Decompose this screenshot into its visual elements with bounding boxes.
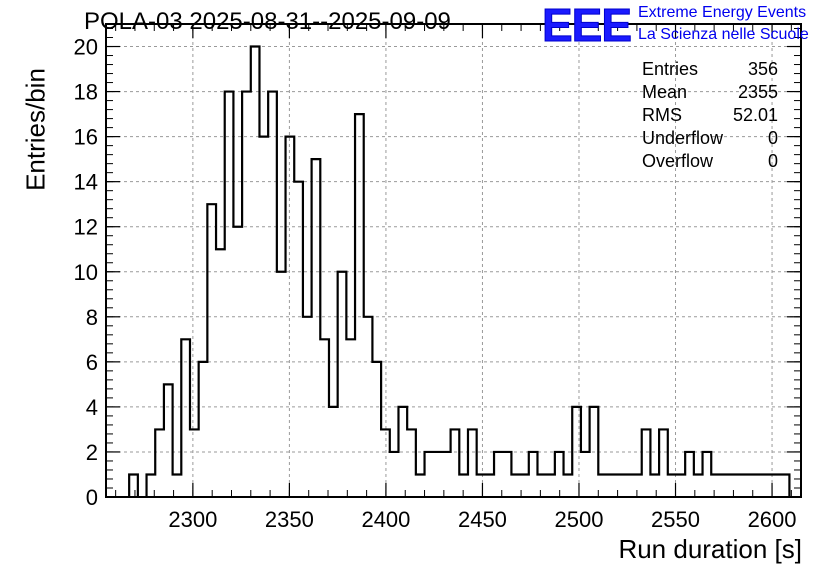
stat-value: 0 xyxy=(767,151,778,171)
y-axis-label: Entries/bin xyxy=(20,68,51,191)
stat-entries: Entries 356 xyxy=(642,58,778,81)
y-tick-label: 0 xyxy=(86,485,98,510)
stat-value: 0 xyxy=(767,128,778,148)
eee-logo: EEE xyxy=(541,0,632,51)
x-tick-label: 2300 xyxy=(168,507,217,532)
stat-value: 356 xyxy=(747,59,778,79)
stat-label: Overflow xyxy=(642,151,714,171)
x-tick-label: 2350 xyxy=(265,507,314,532)
logo-text-line2: La Scienza nelle Scuole xyxy=(638,26,809,43)
y-tick-label: 20 xyxy=(74,35,98,60)
stat-label: RMS xyxy=(642,105,682,125)
histogram-outline xyxy=(128,45,791,497)
stat-label: Underflow xyxy=(642,128,724,148)
stat-value: 52.01 xyxy=(732,105,778,125)
tick-labels: 0 2 4 6 8 10 12 14 16 18 20 2300 2350 2400 2450 2500 255… xyxy=(74,35,797,532)
stat-overflow: Overflow 0 xyxy=(642,150,778,173)
plot-frame xyxy=(105,23,802,498)
y-tick-label: 8 xyxy=(86,305,98,330)
stat-rms: RMS 52.01 xyxy=(642,104,778,127)
x-tick-label: 2500 xyxy=(555,507,604,532)
y-tick-label: 2 xyxy=(86,440,98,465)
x-tick-label: 2600 xyxy=(748,507,797,532)
y-tick-label: 14 xyxy=(74,170,98,195)
stat-label: Mean xyxy=(642,82,688,102)
x-tick-label: 2450 xyxy=(458,507,507,532)
chart-title: POLA-03 2025-08-31--2025-09-09 xyxy=(84,8,451,35)
stat-underflow: Underflow 0 xyxy=(642,127,778,150)
axis-ticks xyxy=(106,24,801,498)
stat-mean: Mean 2355 xyxy=(642,81,778,104)
x-tick-label: 2550 xyxy=(651,507,700,532)
y-tick-label: 12 xyxy=(74,215,98,240)
y-tick-label: 6 xyxy=(86,350,98,375)
x-axis-label: Run duration [s] xyxy=(618,534,802,564)
grid-lines xyxy=(106,24,801,497)
y-tick-label: 10 xyxy=(74,260,98,285)
logo-text-line1: Extreme Energy Events xyxy=(638,4,807,21)
y-tick-label: 18 xyxy=(74,80,98,105)
stat-value: 2355 xyxy=(737,82,778,102)
y-tick-label: 16 xyxy=(74,125,98,150)
x-tick-label: 2400 xyxy=(361,507,410,532)
y-tick-label: 4 xyxy=(86,395,98,420)
stats-box: Entries 356 Mean 2355 RMS 52.01 Underflo… xyxy=(642,58,778,173)
stat-label: Entries xyxy=(642,59,699,79)
